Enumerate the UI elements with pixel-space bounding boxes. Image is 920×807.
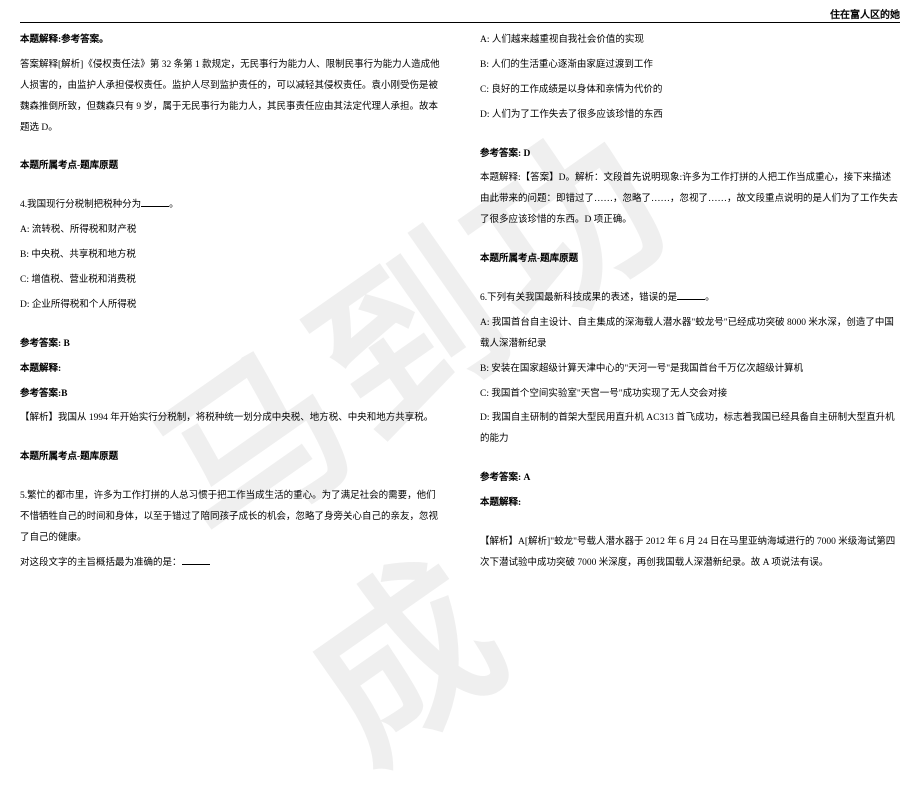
right-column: A: 人们越来越重视自我社会价值的实现 B: 人们的生活重心逐渐由家庭过渡到工作… — [480, 30, 900, 641]
q5-answer: 参考答案: D — [480, 144, 900, 165]
q4-explain-body: 【解析】我国从 1994 年开始实行分税制，将税种统一划分成中央税、地方税、中央… — [20, 408, 440, 429]
q4-option-b: B: 中央税、共享税和地方税 — [20, 245, 440, 266]
blank-line-3 — [677, 290, 705, 300]
q4-option-c: C: 增值税、营业税和消费税 — [20, 270, 440, 291]
blank-line-2 — [182, 555, 210, 565]
q6-stem-text-a: 6.下列有关我国最新科技成果的表述，错误的是 — [480, 293, 677, 303]
q6-explain-title: 本题解释: — [480, 493, 900, 514]
q6-option-d: D: 我国自主研制的首架大型民用直升机 AC313 首飞成功，标志着我国已经具备… — [480, 408, 900, 450]
q4-point: 本题所属考点-题库原题 — [20, 447, 440, 468]
q5-explain: 本题解释:【答案】D。解析：文段首先说明现象:许多为工作打拼的人把工作当成重心，… — [480, 168, 900, 231]
q4-option-d: D: 企业所得税和个人所得税 — [20, 295, 440, 316]
q5-ask-text: 对这段文字的主旨概括最为准确的是： — [20, 558, 182, 568]
q5-ask: 对这段文字的主旨概括最为准确的是： — [20, 553, 440, 574]
q5-option-c: C: 良好的工作成绩是以身体和亲情为代价的 — [480, 80, 900, 101]
blank-line — [141, 197, 169, 207]
q6-option-a: A: 我国首台自主设计、自主集成的深海载人潜水器"蛟龙号"已经成功突破 8000… — [480, 313, 900, 355]
q6-option-b: B: 安装在国家超级计算天津中心的"天河一号"是我国首台千万亿次超级计算机 — [480, 359, 900, 380]
q6-explain-body: 【解析】A[解析]"蛟龙"号载人潜水器于 2012 年 6 月 24 日在马里亚… — [480, 532, 900, 574]
q3-explain-title: 本题解释:参考答案。 — [20, 30, 440, 51]
q6-answer: 参考答案: A — [480, 468, 900, 489]
page-content: 本题解释:参考答案。 答案解释[解析]《侵权责任法》第 32 条第 1 款规定，… — [20, 30, 900, 641]
q5-option-a: A: 人们越来越重视自我社会价值的实现 — [480, 30, 900, 51]
q6-stem: 6.下列有关我国最新科技成果的表述，错误的是 。 — [480, 288, 900, 309]
q3-explain-body: 答案解释[解析]《侵权责任法》第 32 条第 1 款规定，无民事行为能力人、限制… — [20, 55, 440, 139]
q5-option-b: B: 人们的生活重心逐渐由家庭过渡到工作 — [480, 55, 900, 76]
q6-option-c: C: 我国首个空间实验室"天宫一号"成功实现了无人交会对接 — [480, 384, 900, 405]
header-divider — [20, 22, 900, 23]
q4-stem-text-a: 4.我国现行分税制把税种分为 — [20, 200, 141, 210]
q4-answer: 参考答案: B — [20, 334, 440, 355]
q5-stem: 5.繁忙的都市里，许多为工作打拼的人总习惯于把工作当成生活的重心。为了满足社会的… — [20, 486, 440, 549]
q4-stem-text-b: 。 — [169, 200, 179, 210]
q4-option-a: A: 流转税、所得税和财产税 — [20, 220, 440, 241]
left-column: 本题解释:参考答案。 答案解释[解析]《侵权责任法》第 32 条第 1 款规定，… — [20, 30, 440, 641]
q4-stem: 4.我国现行分税制把税种分为 。 — [20, 195, 440, 216]
q4-explain-title: 本题解释: — [20, 359, 440, 380]
header-right-text: 住在富人区的她 — [830, 6, 900, 21]
q3-point: 本题所属考点-题库原题 — [20, 156, 440, 177]
q4-explain-ans: 参考答案:B — [20, 384, 440, 405]
q5-point: 本题所属考点-题库原题 — [480, 249, 900, 270]
q5-option-d: D: 人们为了工作失去了很多应该珍惜的东西 — [480, 105, 900, 126]
q6-stem-text-b: 。 — [705, 293, 715, 303]
